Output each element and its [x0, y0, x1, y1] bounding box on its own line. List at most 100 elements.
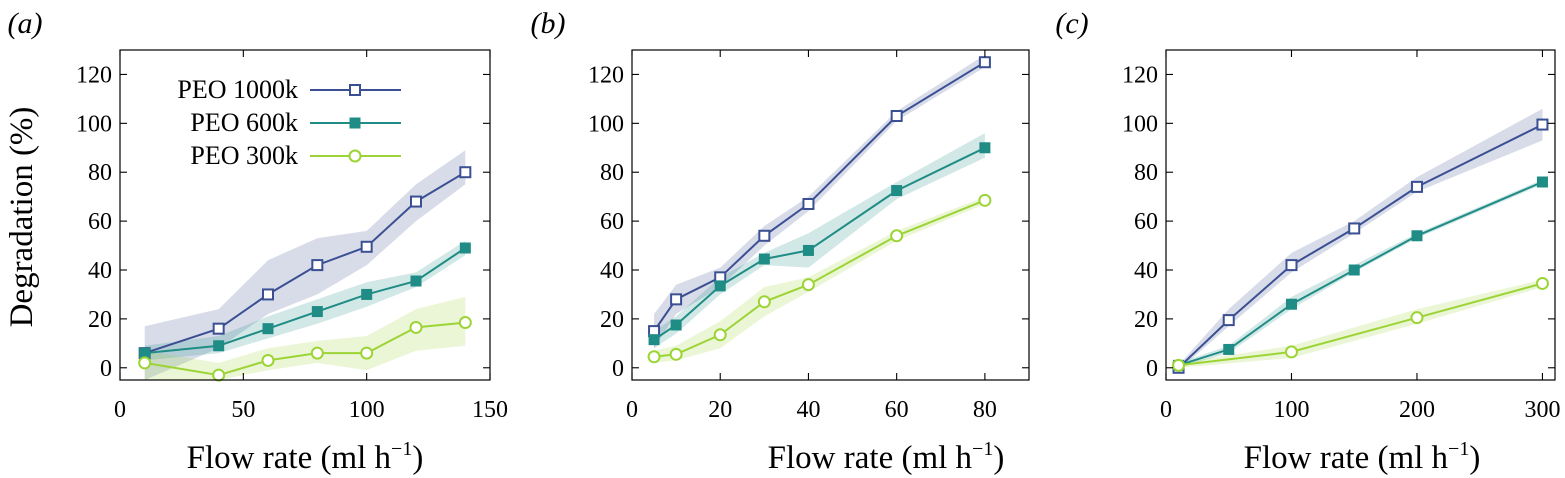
series-band-1	[654, 133, 985, 349]
data-point	[1222, 314, 1235, 327]
data-point	[1536, 118, 1549, 131]
x-tick-label: 80	[973, 397, 997, 423]
data-point	[409, 320, 423, 334]
data-point	[1172, 358, 1186, 372]
plot-frame	[1165, 49, 1556, 381]
data-point	[311, 259, 324, 272]
data-point	[891, 185, 903, 197]
y-tick-label: 20	[1134, 307, 1158, 333]
data-point	[1411, 230, 1423, 242]
y-tick-label: 0	[100, 356, 112, 382]
panel-a: 0 20 40 60 80 100 120 0 50 100 150 (a) Flow rate (ml…	[4, 7, 508, 476]
data-point	[360, 240, 373, 253]
data-point	[261, 353, 275, 367]
x-axis-label-main: Flow rate (ml h	[187, 440, 392, 476]
x-tick-label: 0	[626, 397, 638, 423]
y-axis-label: Degradation (%)	[4, 107, 40, 328]
x-tick-label: 100	[1273, 397, 1309, 423]
data-point	[648, 334, 660, 346]
data-point	[410, 275, 422, 287]
legend: PEO 1000k PEO 600k PEO 300k	[177, 75, 401, 170]
data-point	[213, 340, 225, 352]
plot-frame	[119, 49, 491, 381]
legend-marker	[349, 117, 361, 129]
panel-b: 0 20 40 60 80 100 120 0 20 40 60 80 (b) Flow rate (ml…	[531, 7, 1030, 476]
data-point	[1285, 259, 1298, 272]
x-axis-label: Flow rate (ml h−1)	[187, 438, 424, 476]
legend-marker	[348, 149, 362, 163]
data-point	[459, 166, 472, 179]
x-tick-label: 20	[708, 397, 732, 423]
data-point	[311, 306, 323, 318]
data-point	[758, 253, 770, 265]
series-line-1	[1178, 181, 1543, 367]
data-point	[138, 356, 152, 370]
data-point	[978, 56, 991, 69]
x-axis-label-main: Flow rate (ml h	[768, 440, 973, 476]
data-point	[979, 142, 991, 154]
legend-marker	[349, 84, 361, 96]
data-point	[1535, 276, 1549, 290]
data-point	[262, 288, 274, 301]
data-point	[459, 242, 471, 254]
y-tick-label: 80	[600, 160, 624, 186]
data-point	[1284, 345, 1298, 359]
x-axis-label-end: )	[412, 440, 423, 476]
panel-label: (c)	[1055, 7, 1088, 40]
data-point	[1223, 343, 1235, 355]
x-tick-label: 60	[885, 397, 909, 423]
x-tick-label: 150	[472, 397, 508, 423]
data-point	[410, 195, 422, 208]
y-tick-label: 80	[88, 160, 112, 186]
y-tick-label: 40	[600, 258, 624, 284]
y-tick-label: 100	[588, 111, 624, 137]
x-axis-label-sup: −1	[1448, 438, 1469, 460]
y-tick-label: 120	[1122, 62, 1158, 88]
series-band-1	[1178, 179, 1543, 368]
data-point	[757, 295, 771, 309]
y-tick-label: 40	[1134, 258, 1158, 284]
data-point	[978, 193, 992, 207]
data-point	[1536, 176, 1548, 188]
data-point	[647, 350, 661, 364]
y-tick-label: 100	[76, 111, 112, 137]
data-point	[890, 229, 904, 243]
y-tick-label: 0	[612, 356, 624, 382]
y-tick-label: 0	[1146, 356, 1158, 382]
data-point	[1348, 222, 1361, 235]
x-axis-label-main: Flow rate (ml h	[1244, 440, 1449, 476]
y-tick-label: 20	[600, 307, 624, 333]
panel-label: (b)	[531, 7, 566, 40]
y-tick-label: 20	[88, 307, 112, 333]
series-band-2	[1178, 279, 1543, 368]
legend-entry-label: PEO 1000k	[177, 75, 298, 104]
series-band-0	[144, 150, 466, 380]
plot-frame	[631, 49, 1030, 381]
panel-label: (a)	[8, 7, 43, 40]
x-axis-label: Flow rate (ml h−1)	[768, 438, 1005, 476]
data-point	[714, 280, 726, 292]
y-tick-label: 120	[76, 62, 112, 88]
data-point	[212, 322, 225, 335]
data-point	[670, 319, 682, 331]
data-point	[890, 110, 903, 122]
data-point	[802, 244, 814, 256]
x-tick-label: 100	[349, 397, 385, 423]
y-tick-label: 100	[1122, 111, 1158, 137]
data-point	[262, 323, 274, 335]
y-tick-label: 60	[600, 209, 624, 235]
data-point	[458, 316, 472, 330]
x-axis-label-sup: −1	[391, 438, 412, 460]
data-point	[212, 368, 226, 382]
data-point	[1410, 180, 1423, 193]
data-point	[669, 347, 683, 361]
series-band-1	[144, 240, 466, 361]
x-tick-label: 0	[114, 397, 126, 423]
series-band-0	[1178, 108, 1543, 371]
data-point	[310, 346, 324, 360]
x-tick-label: 200	[1399, 397, 1435, 423]
legend-entry-label: PEO 300k	[190, 141, 298, 170]
y-tick-label: 60	[88, 209, 112, 235]
data-point	[1285, 298, 1297, 310]
data-point	[1410, 311, 1424, 325]
